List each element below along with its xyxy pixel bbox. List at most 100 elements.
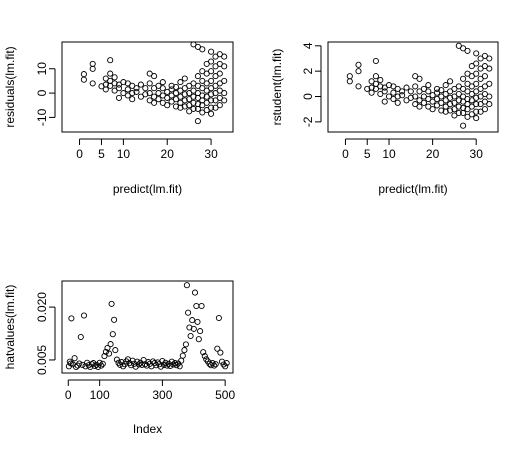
y-tick-label: 0.020 bbox=[35, 292, 49, 322]
data-point bbox=[89, 65, 96, 72]
data-point bbox=[355, 83, 362, 90]
data-point bbox=[481, 73, 488, 80]
data-point bbox=[429, 98, 436, 105]
data-point bbox=[403, 84, 410, 91]
data-point bbox=[438, 93, 445, 100]
data-point bbox=[194, 318, 201, 325]
data-point bbox=[197, 328, 204, 335]
data-point bbox=[177, 104, 184, 111]
data-point bbox=[217, 349, 224, 356]
data-point bbox=[399, 92, 406, 99]
data-point bbox=[486, 80, 493, 87]
data-point bbox=[133, 88, 140, 95]
hatvalues-vs-index-panel: 0 100 300 500 0.005 0.020 Index hatvalues(lm… bbox=[3, 280, 235, 436]
data-point bbox=[486, 101, 493, 108]
data-point bbox=[442, 82, 449, 89]
data-point bbox=[468, 73, 475, 80]
data-point bbox=[208, 48, 215, 55]
data-point bbox=[107, 70, 114, 77]
data-point bbox=[208, 58, 215, 65]
data-point bbox=[187, 332, 194, 340]
data-point bbox=[464, 88, 471, 95]
data-point bbox=[111, 74, 118, 81]
data-point bbox=[101, 353, 108, 360]
data-point bbox=[199, 77, 206, 84]
y-tick-label: -10 bbox=[35, 108, 49, 126]
data-point bbox=[181, 75, 188, 82]
data-point bbox=[178, 357, 185, 364]
data-point bbox=[159, 357, 166, 365]
data-point bbox=[215, 314, 222, 322]
data-point bbox=[95, 363, 102, 371]
data-point bbox=[473, 94, 480, 101]
data-point bbox=[438, 87, 445, 94]
data-point bbox=[80, 71, 87, 78]
data-point bbox=[173, 362, 180, 369]
data-point bbox=[151, 99, 158, 106]
data-point bbox=[442, 97, 449, 104]
data-point bbox=[481, 90, 488, 98]
y-axis: -2 0 2 4 bbox=[301, 42, 322, 127]
x-axis: 0 5 10 20 30 bbox=[76, 138, 218, 161]
data-point bbox=[190, 41, 197, 48]
data-point bbox=[385, 82, 393, 89]
data-point bbox=[216, 80, 223, 87]
data-point bbox=[460, 109, 467, 117]
data-point bbox=[464, 106, 471, 113]
data-point bbox=[91, 362, 98, 370]
data-point bbox=[486, 55, 493, 62]
data-point bbox=[135, 361, 142, 368]
data-point bbox=[115, 85, 123, 92]
data-point bbox=[113, 356, 120, 363]
data-point bbox=[381, 98, 388, 105]
data-point bbox=[208, 91, 215, 98]
data-point bbox=[198, 302, 205, 310]
x-tick-label: 500 bbox=[215, 388, 235, 402]
data-point bbox=[172, 96, 180, 103]
data-point bbox=[473, 50, 480, 57]
data-point bbox=[377, 90, 384, 98]
data-point bbox=[129, 90, 136, 97]
data-point bbox=[390, 89, 397, 96]
data-points bbox=[65, 282, 230, 371]
data-point bbox=[71, 355, 78, 362]
data-point bbox=[111, 80, 118, 87]
data-point bbox=[80, 312, 88, 319]
data-point bbox=[468, 83, 475, 90]
data-point bbox=[89, 80, 96, 87]
data-point bbox=[364, 85, 371, 92]
data-point bbox=[102, 86, 109, 93]
data-point bbox=[447, 94, 454, 101]
data-point bbox=[473, 60, 480, 67]
data-point bbox=[90, 360, 97, 367]
data-point bbox=[201, 353, 208, 360]
data-point bbox=[460, 98, 467, 105]
data-point bbox=[394, 93, 401, 100]
data-point bbox=[107, 341, 114, 348]
x-tick-label: 100 bbox=[90, 388, 110, 402]
data-point bbox=[481, 63, 488, 70]
data-point bbox=[164, 88, 171, 95]
data-point bbox=[355, 61, 362, 68]
data-point bbox=[407, 88, 414, 95]
data-point bbox=[182, 341, 189, 348]
x-tick-label: 20 bbox=[426, 147, 440, 161]
data-point bbox=[451, 99, 458, 106]
y-axis-label: hatvalues(lm.fit) bbox=[3, 285, 17, 370]
data-point bbox=[433, 85, 441, 92]
data-points bbox=[80, 41, 228, 125]
data-point bbox=[412, 73, 419, 80]
data-point bbox=[460, 75, 467, 82]
data-point bbox=[185, 309, 192, 316]
data-point bbox=[455, 97, 462, 104]
data-point bbox=[481, 52, 488, 59]
data-point bbox=[106, 350, 113, 357]
data-point bbox=[211, 362, 218, 369]
data-point bbox=[214, 345, 221, 352]
data-point bbox=[425, 88, 432, 95]
data-point bbox=[464, 47, 471, 54]
x-tick-label: 5 bbox=[98, 147, 105, 161]
data-point bbox=[438, 107, 445, 114]
data-point bbox=[221, 97, 228, 104]
data-point bbox=[190, 325, 197, 332]
